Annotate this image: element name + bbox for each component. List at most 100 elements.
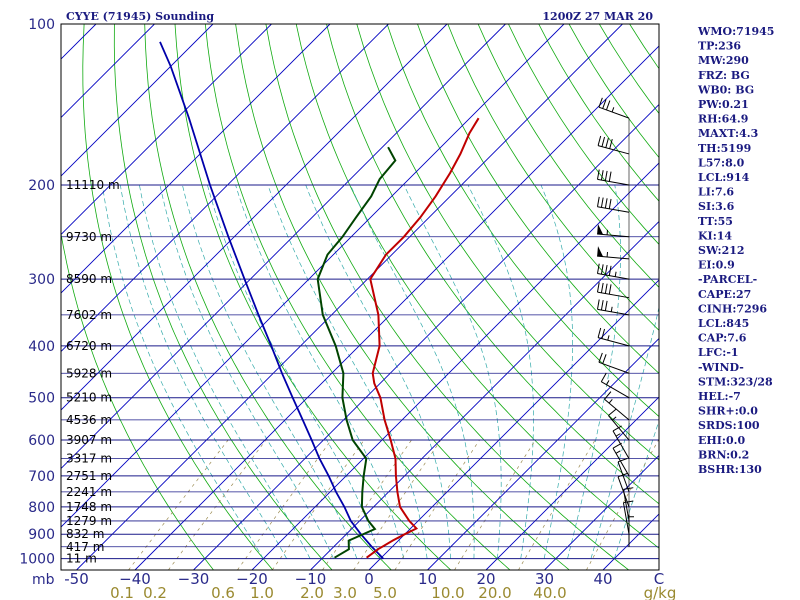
station-title: CYYE (71945) Sounding bbox=[66, 10, 214, 23]
height-label: 832 m bbox=[66, 527, 104, 541]
mixing-ratio-label: 0.1 bbox=[110, 584, 134, 600]
dry-adiabat bbox=[538, 24, 659, 202]
height-label: 2241 m bbox=[66, 485, 112, 499]
wind-barb-column bbox=[596, 97, 634, 547]
wind-barb-full bbox=[602, 354, 607, 364]
dry-adiabat bbox=[113, 24, 333, 570]
wind-barb-staff bbox=[598, 361, 630, 374]
height-label: 5210 m bbox=[66, 391, 112, 405]
wind-barb-staff bbox=[597, 206, 630, 213]
wind-barb-staff bbox=[612, 430, 630, 459]
moist-adiabat bbox=[139, 184, 311, 559]
dry-adiabat bbox=[61, 231, 214, 570]
temperature-tick-label: 30 bbox=[535, 570, 554, 588]
height-label: 7602 m bbox=[66, 308, 112, 322]
wind-barb bbox=[596, 169, 630, 186]
index-value: SRDS:100 bbox=[698, 419, 760, 432]
moist-adiabat bbox=[567, 184, 621, 559]
wind-barb-half bbox=[608, 398, 613, 404]
height-label: 5928 m bbox=[66, 366, 112, 380]
isotherm bbox=[61, 24, 565, 528]
moist-adiabat bbox=[540, 184, 573, 559]
temperature-tick-label: 40 bbox=[593, 570, 612, 588]
observation-time: 1200Z 27 MAR 20 bbox=[542, 10, 653, 23]
wind-barb bbox=[597, 224, 630, 238]
wind-barb-full bbox=[596, 282, 600, 293]
dry-adiabat bbox=[447, 24, 659, 331]
pressure-label: 700 bbox=[28, 469, 55, 485]
wind-barb-half bbox=[614, 271, 617, 277]
wind-barb-half bbox=[607, 335, 610, 341]
wind-barb-full bbox=[608, 284, 612, 295]
index-value: L57:8.0 bbox=[698, 156, 745, 169]
wind-barb-full bbox=[602, 99, 607, 109]
wind-barb-full bbox=[600, 170, 604, 181]
wind-barb-full bbox=[617, 472, 628, 478]
wind-barb-staff bbox=[622, 502, 630, 535]
wind-barb-staff bbox=[597, 273, 630, 280]
moist-adiabat bbox=[235, 184, 405, 559]
index-value: PW:0.21 bbox=[698, 98, 749, 111]
temperature-tick-label: -50 bbox=[64, 570, 89, 588]
isotherm bbox=[251, 162, 659, 570]
isotherm bbox=[368, 279, 659, 570]
temperature-tick-label: −30 bbox=[178, 570, 210, 588]
wind-barb-full bbox=[608, 198, 612, 209]
wind-barb bbox=[612, 425, 630, 459]
pressure-label: 100 bbox=[28, 17, 55, 33]
isotherm bbox=[76, 24, 623, 570]
mixing-ratio-line bbox=[128, 439, 229, 570]
isotherm bbox=[310, 220, 659, 570]
index-value: SHR+:0.0 bbox=[698, 405, 758, 418]
mixing-ratio-label: 0.2 bbox=[143, 584, 167, 600]
wind-barb-full bbox=[605, 100, 611, 111]
wind-barb-full bbox=[600, 372, 607, 382]
wind-barb-staff bbox=[597, 145, 630, 155]
index-value: TH:5199 bbox=[698, 142, 751, 155]
index-value: WB0: BG bbox=[697, 83, 754, 96]
dry-adiabat bbox=[204, 24, 511, 570]
wind-barb-staff bbox=[622, 489, 630, 522]
mixing-ratio-line bbox=[237, 439, 332, 570]
dry-adiabat bbox=[82, 24, 274, 570]
pressure-label: 600 bbox=[28, 433, 55, 449]
dry-adiabat bbox=[295, 24, 659, 549]
dry-adiabat bbox=[326, 24, 659, 505]
wind-barb-full bbox=[612, 442, 622, 449]
index-value: -PARCEL- bbox=[698, 273, 757, 286]
height-label: 11110 m bbox=[66, 178, 120, 192]
pressure-label: 400 bbox=[28, 339, 55, 355]
temperature-tick-label: 0 bbox=[364, 570, 374, 588]
mixing-ratio-label: 20.0 bbox=[478, 584, 511, 600]
wind-barb-full bbox=[600, 264, 604, 275]
wind-barb-full bbox=[600, 197, 604, 208]
wind-barb bbox=[622, 487, 634, 522]
dry-adiabat bbox=[477, 24, 659, 288]
dry-adiabat bbox=[144, 24, 392, 570]
index-value: BSHR:130 bbox=[698, 463, 762, 476]
moist-adiabat bbox=[119, 184, 288, 559]
index-value: TP:236 bbox=[698, 40, 741, 53]
isotherm bbox=[61, 24, 448, 411]
height-label: 8590 m bbox=[66, 272, 112, 286]
pressure-label: 1000 bbox=[19, 552, 55, 568]
wind-barb-staff bbox=[601, 381, 630, 399]
diagram-grid bbox=[61, 24, 659, 570]
height-label: 3907 m bbox=[66, 433, 112, 447]
index-value: LI:7.6 bbox=[698, 186, 734, 199]
pressure-unit-label: mb bbox=[32, 572, 55, 588]
mixing-ratio-line bbox=[394, 439, 480, 570]
wind-barb-staff bbox=[598, 106, 630, 119]
index-value: LCL:845 bbox=[698, 317, 749, 330]
wind-barb bbox=[596, 299, 630, 316]
temperature-trace bbox=[366, 117, 480, 559]
wind-barb bbox=[596, 282, 630, 299]
dry-adiabat bbox=[508, 24, 659, 245]
wind-barb-half bbox=[606, 380, 610, 385]
isotherm bbox=[193, 103, 659, 570]
index-value: FRZ: BG bbox=[698, 69, 750, 82]
isotherm bbox=[427, 337, 659, 570]
height-label: 4536 m bbox=[66, 413, 112, 427]
